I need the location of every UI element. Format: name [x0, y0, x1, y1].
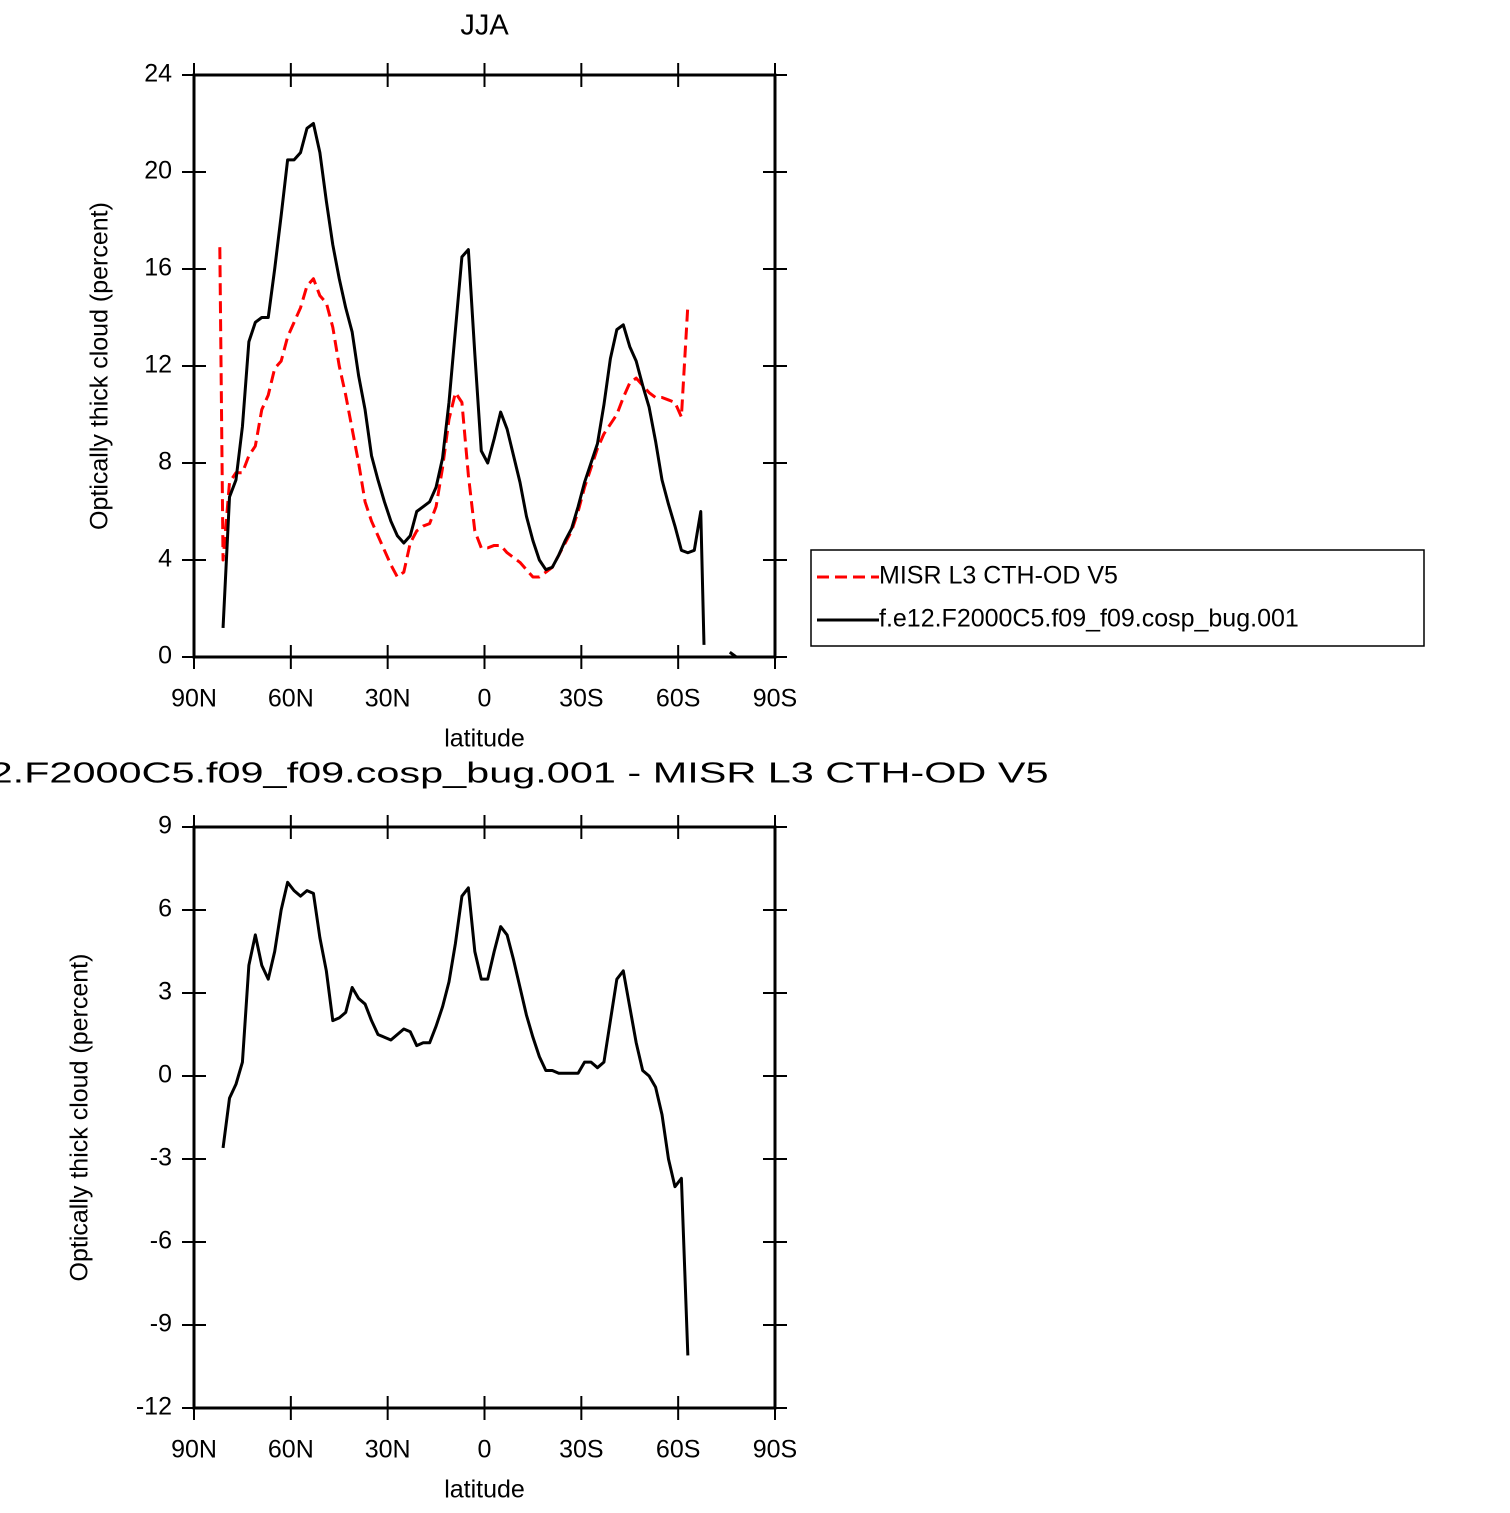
- data-line: [221, 880, 690, 1356]
- y-tick-label: -3: [150, 1144, 172, 1172]
- y-tick-label: 24: [144, 60, 172, 88]
- y-tick-label: -9: [150, 1310, 172, 1338]
- y-tick-label: 16: [144, 254, 172, 282]
- x-tick-label: 90S: [753, 685, 797, 713]
- legend-label: MISR L3 CTH-OD V5: [879, 562, 1118, 590]
- x-tick-label: 30N: [365, 685, 411, 713]
- y-tick-label: -12: [136, 1393, 172, 1421]
- y-tick-label: 9: [158, 812, 172, 840]
- x-tick-label: 0: [478, 1436, 492, 1464]
- y-tick-label: 0: [158, 1061, 172, 1089]
- x-axis-title: latitude: [444, 725, 525, 753]
- y-tick-label: 6: [158, 895, 172, 923]
- data-line: [218, 247, 690, 579]
- x-tick-label: 60S: [656, 1436, 700, 1464]
- x-tick-label: 30S: [559, 1436, 603, 1464]
- legend-box: [810, 549, 1425, 647]
- x-tick-label: 90N: [171, 685, 217, 713]
- x-axis-title: latitude: [444, 1476, 525, 1504]
- x-tick-label: 60N: [268, 685, 314, 713]
- x-tick-label: 30N: [365, 1436, 411, 1464]
- x-tick-label: 30S: [559, 685, 603, 713]
- plot-frame: [192, 73, 777, 659]
- x-tick-label: 0: [478, 685, 492, 713]
- y-tick-label: 3: [158, 978, 172, 1006]
- x-tick-label: 90N: [171, 1436, 217, 1464]
- chart-title: JJA: [460, 10, 509, 42]
- y-tick-label: -6: [150, 1227, 172, 1255]
- y-tick-label: 8: [158, 448, 172, 476]
- legend-label: f.e12.F2000C5.f09_f09.cosp_bug.001: [879, 605, 1299, 633]
- y-tick-label: 20: [144, 157, 172, 185]
- x-tick-label: 90S: [753, 1436, 797, 1464]
- y-tick-label: 4: [158, 545, 172, 573]
- y-tick-label: 12: [144, 351, 172, 379]
- y-axis-title: Optically thick cloud (percent): [86, 202, 114, 530]
- y-tick-label: 0: [158, 642, 172, 670]
- x-tick-label: 60N: [268, 1436, 314, 1464]
- chart-title: f.e12.F2000C5.f09_f09.cosp_bug.001 - MIS…: [0, 758, 1049, 790]
- x-tick-label: 60S: [656, 685, 700, 713]
- y-axis-title: Optically thick cloud (percent): [66, 954, 94, 1282]
- data-line: [221, 122, 738, 659]
